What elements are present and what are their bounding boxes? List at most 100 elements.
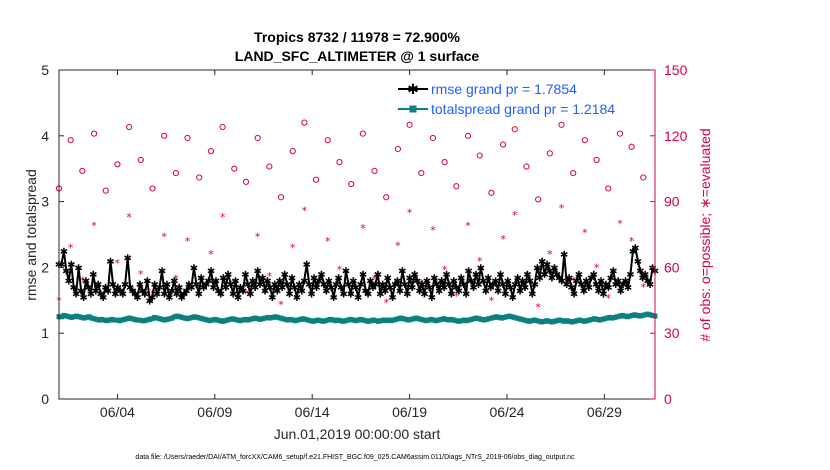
rmse-point: ✱ xyxy=(624,283,632,294)
rmse-point: ✱ xyxy=(165,293,173,304)
totalspread-point xyxy=(106,317,112,323)
possible-obs-point xyxy=(67,137,74,144)
totalspread-point xyxy=(230,316,236,322)
totalspread-point xyxy=(134,317,140,323)
evaluated-obs-point: * xyxy=(535,301,541,314)
totalspread-point xyxy=(328,316,334,322)
totalspread-point xyxy=(431,317,437,323)
rmse-point: ✱ xyxy=(300,277,308,288)
rmse-point: ✱ xyxy=(636,267,644,278)
rmse-point: ✱ xyxy=(396,286,404,297)
possible-obs-point xyxy=(126,123,133,131)
totalspread-point xyxy=(109,316,115,322)
totalspread-point xyxy=(365,318,371,324)
totalspread-point xyxy=(323,318,329,324)
rmse-point: ✱ xyxy=(558,277,566,288)
totalspread-point xyxy=(471,316,477,322)
possible-obs-point xyxy=(383,194,390,201)
rmse-point: ✱ xyxy=(423,277,431,288)
rmse-point: ✱ xyxy=(236,283,244,294)
rmse-point: ✱ xyxy=(160,290,168,301)
rmse-point: ✱ xyxy=(87,290,95,301)
totalspread-point xyxy=(114,317,120,323)
totalspread-point xyxy=(287,316,293,322)
rmse-point: ✱ xyxy=(506,283,514,294)
rmse-point: ✱ xyxy=(253,267,261,278)
totalspread-point xyxy=(612,314,618,320)
totalspread-point xyxy=(516,316,522,322)
rmse-point: ✱ xyxy=(266,283,274,294)
totalspread-point xyxy=(554,318,560,324)
totalspread-point xyxy=(86,314,92,320)
totalspread-point xyxy=(124,316,130,322)
rmse-point: ✱ xyxy=(486,283,494,294)
totalspread-point xyxy=(526,318,532,324)
totalspread-point xyxy=(307,318,313,324)
rmse-point: ✱ xyxy=(278,283,286,294)
evaluated-obs-point: * xyxy=(477,255,483,268)
evaluated-obs-point: * xyxy=(126,211,132,224)
totalspread-point xyxy=(169,315,175,321)
totalspread-point xyxy=(297,316,303,322)
rmse-point: ✱ xyxy=(342,267,350,278)
x-tick-label: 06/04 xyxy=(100,404,135,420)
totalspread-point xyxy=(335,317,341,323)
rmse-point: ✱ xyxy=(180,290,188,301)
x-tick-label: 06/24 xyxy=(489,404,524,420)
rmse-point: ✱ xyxy=(141,290,149,301)
evaluated-obs-point: * xyxy=(594,261,600,274)
rmse-point: ✱ xyxy=(192,280,200,291)
possible-obs-point xyxy=(312,176,320,183)
totalspread-point xyxy=(192,314,198,320)
rmse-point: ✱ xyxy=(550,263,558,274)
rmse-point: ✱ xyxy=(327,283,335,294)
legend-rmse-label: rmse grand pr = 1.7854 xyxy=(431,81,577,97)
rmse-line xyxy=(59,245,656,303)
totalspread-point xyxy=(179,314,185,320)
totalspread-point xyxy=(388,318,394,324)
totalspread-point xyxy=(167,316,173,322)
totalspread-point xyxy=(172,314,178,320)
totalspread-point xyxy=(390,317,396,323)
rmse-point: ✱ xyxy=(312,283,320,294)
rmse-point: ✱ xyxy=(175,283,183,294)
y-right-tick-label: 60 xyxy=(664,259,680,275)
possible-obs-point xyxy=(406,121,413,128)
totalspread-point xyxy=(235,317,241,323)
totalspread-point xyxy=(519,316,525,322)
possible-obs-point xyxy=(324,137,331,144)
totalspread-point xyxy=(66,314,72,320)
rmse-point: ✱ xyxy=(521,283,529,294)
rmse-point: ✱ xyxy=(337,283,345,294)
rmse-point: ✱ xyxy=(283,280,291,291)
y-right-axis-label: # of obs: o=possible; ∗=evaluated xyxy=(697,128,713,341)
possible-obs-point xyxy=(219,123,226,131)
totalspread-point xyxy=(302,316,308,322)
totalspread-point xyxy=(111,317,117,323)
totalspread-point xyxy=(265,314,271,320)
x-axis-ticks: 06/04 06/09 06/14 06/19 06/24 06/29 xyxy=(100,70,622,420)
rmse-point: ✱ xyxy=(222,283,230,294)
rmse-point: ✱ xyxy=(67,260,75,271)
rmse-point: ✱ xyxy=(609,267,617,278)
rmse-point: ✱ xyxy=(244,280,252,291)
totalspread-point xyxy=(325,317,331,323)
totalspread-point xyxy=(501,314,507,320)
totalspread-point xyxy=(84,314,90,320)
rmse-point: ✱ xyxy=(420,290,428,301)
rmse-point: ✱ xyxy=(450,277,458,288)
rmse-point: ✱ xyxy=(207,267,215,278)
evaluated-obs-point: * xyxy=(512,209,518,222)
evaluated-obs-point: * xyxy=(372,272,378,285)
totalspread-point xyxy=(607,314,613,320)
rmse-point: ✱ xyxy=(119,290,127,301)
totalspread-point xyxy=(64,313,70,319)
rmse-point: ✱ xyxy=(491,277,499,288)
rmse-point: ✱ xyxy=(479,277,487,288)
rmse-point: ✱ xyxy=(231,277,239,288)
rmse-point: ✱ xyxy=(371,280,379,291)
rmse-point: ✱ xyxy=(89,270,97,281)
totalspread-point xyxy=(333,318,339,324)
rmse-point: ✱ xyxy=(74,263,82,274)
rmse-point: ✱ xyxy=(209,283,217,294)
